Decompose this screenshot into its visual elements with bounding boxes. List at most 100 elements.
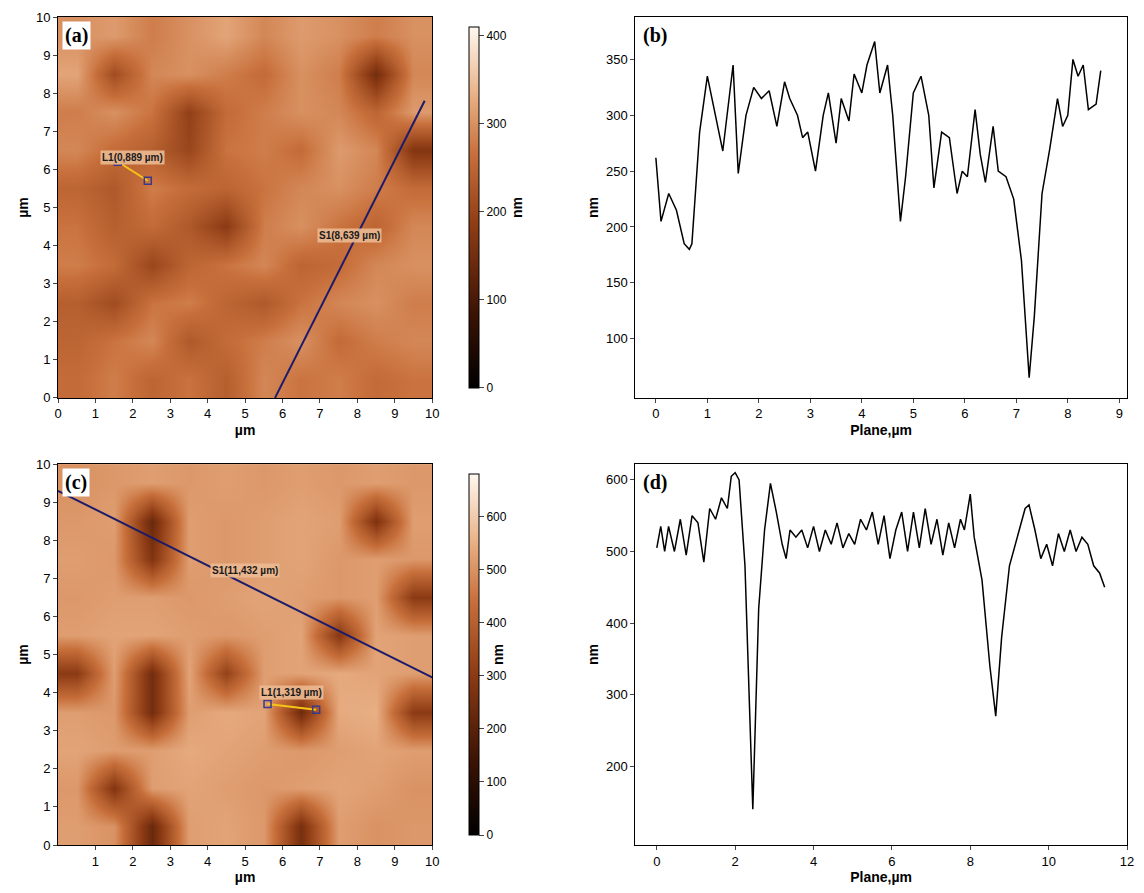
- svg-text:S1(8,639 µm): S1(8,639 µm): [319, 230, 380, 241]
- svg-text:(c): (c): [65, 471, 87, 494]
- svg-text:3: 3: [43, 276, 50, 291]
- svg-text:1: 1: [43, 352, 50, 367]
- svg-text:9: 9: [43, 48, 50, 63]
- svg-text:0: 0: [652, 406, 659, 421]
- svg-text:100: 100: [606, 331, 628, 346]
- svg-text:600: 600: [606, 472, 628, 487]
- svg-text:µm: µm: [15, 644, 31, 665]
- svg-text:600: 600: [486, 510, 506, 524]
- svg-text:µm: µm: [15, 197, 31, 218]
- svg-text:10: 10: [36, 10, 50, 25]
- svg-text:(a): (a): [65, 24, 88, 47]
- svg-text:4: 4: [204, 406, 211, 421]
- svg-text:6: 6: [961, 406, 968, 421]
- svg-text:400: 400: [486, 616, 506, 630]
- svg-text:6: 6: [43, 162, 50, 177]
- svg-text:9: 9: [43, 495, 50, 510]
- svg-text:1: 1: [92, 854, 99, 869]
- svg-text:0: 0: [653, 854, 660, 869]
- svg-text:200: 200: [486, 722, 506, 736]
- svg-text:350: 350: [606, 52, 628, 67]
- svg-text:100: 100: [486, 775, 506, 789]
- svg-text:100: 100: [486, 293, 506, 307]
- svg-text:0: 0: [486, 828, 493, 842]
- svg-text:0: 0: [54, 406, 61, 421]
- svg-text:10: 10: [425, 854, 439, 869]
- svg-text:8: 8: [43, 533, 50, 548]
- svg-text:8: 8: [967, 854, 974, 869]
- svg-text:3: 3: [167, 406, 174, 421]
- svg-text:4: 4: [204, 854, 211, 869]
- svg-text:(b): (b): [643, 24, 667, 47]
- svg-text:10: 10: [425, 406, 439, 421]
- svg-text:8: 8: [43, 86, 50, 101]
- svg-text:8: 8: [1064, 406, 1071, 421]
- svg-text:500: 500: [606, 544, 628, 559]
- svg-text:4: 4: [43, 685, 50, 700]
- svg-text:200: 200: [486, 205, 506, 219]
- svg-text:L1(0,889 µm): L1(0,889 µm): [102, 152, 163, 163]
- svg-text:12: 12: [1120, 854, 1134, 869]
- svg-text:500: 500: [486, 563, 506, 577]
- svg-text:Plane,µm: Plane,µm: [850, 422, 912, 438]
- svg-text:5: 5: [43, 647, 50, 662]
- svg-text:7: 7: [1013, 406, 1020, 421]
- svg-text:7: 7: [316, 854, 323, 869]
- svg-text:250: 250: [606, 164, 628, 179]
- svg-text:1: 1: [704, 406, 711, 421]
- svg-text:1: 1: [43, 799, 50, 814]
- svg-text:2: 2: [43, 314, 50, 329]
- svg-text:300: 300: [486, 117, 506, 131]
- svg-text:Plane,µm: Plane,µm: [850, 869, 912, 885]
- svg-text:3: 3: [43, 723, 50, 738]
- svg-text:2: 2: [129, 406, 136, 421]
- svg-text:S1(11,432 µm): S1(11,432 µm): [212, 565, 278, 576]
- svg-text:300: 300: [486, 669, 506, 683]
- svg-text:2: 2: [43, 761, 50, 776]
- svg-text:400: 400: [486, 29, 506, 43]
- svg-text:200: 200: [606, 759, 628, 774]
- svg-text:L1(1,319 µm): L1(1,319 µm): [261, 687, 322, 698]
- svg-text:300: 300: [606, 108, 628, 123]
- svg-text:5: 5: [910, 406, 917, 421]
- svg-text:150: 150: [606, 275, 628, 290]
- svg-text:(d): (d): [643, 471, 667, 494]
- svg-text:300: 300: [606, 687, 628, 702]
- svg-text:6: 6: [888, 854, 895, 869]
- svg-text:µm: µm: [235, 422, 256, 438]
- svg-text:µm: µm: [235, 869, 256, 885]
- svg-text:7: 7: [43, 124, 50, 139]
- svg-text:0: 0: [43, 838, 50, 853]
- svg-text:9: 9: [1116, 406, 1123, 421]
- svg-text:nm: nm: [585, 644, 601, 665]
- svg-text:6: 6: [279, 406, 286, 421]
- svg-text:8: 8: [354, 406, 361, 421]
- svg-text:4: 4: [43, 238, 50, 253]
- svg-text:0: 0: [486, 381, 493, 395]
- svg-text:4: 4: [858, 406, 865, 421]
- svg-text:10: 10: [1041, 854, 1055, 869]
- svg-text:5: 5: [43, 200, 50, 215]
- svg-text:4: 4: [810, 854, 817, 869]
- svg-text:200: 200: [606, 220, 628, 235]
- svg-text:2: 2: [732, 854, 739, 869]
- svg-text:2: 2: [755, 406, 762, 421]
- svg-text:3: 3: [807, 406, 814, 421]
- svg-text:nm: nm: [585, 197, 601, 218]
- svg-text:2: 2: [129, 854, 136, 869]
- svg-text:9: 9: [391, 406, 398, 421]
- svg-text:400: 400: [606, 616, 628, 631]
- svg-text:5: 5: [241, 854, 248, 869]
- svg-text:5: 5: [241, 406, 248, 421]
- svg-text:6: 6: [279, 854, 286, 869]
- svg-text:7: 7: [43, 571, 50, 586]
- svg-text:6: 6: [43, 609, 50, 624]
- svg-text:3: 3: [167, 854, 174, 869]
- svg-text:10: 10: [36, 457, 50, 472]
- svg-text:7: 7: [316, 406, 323, 421]
- svg-text:8: 8: [354, 854, 361, 869]
- svg-text:nm: nm: [509, 197, 525, 218]
- svg-text:9: 9: [391, 854, 398, 869]
- svg-text:1: 1: [92, 406, 99, 421]
- svg-text:nm: nm: [490, 644, 506, 665]
